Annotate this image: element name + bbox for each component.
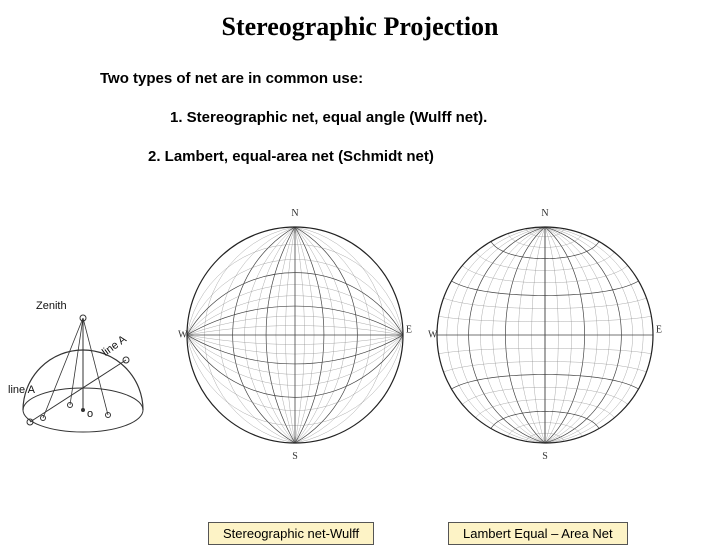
wulff-net: N S W E: [180, 210, 410, 460]
cardinal-w: W: [428, 330, 437, 341]
cardinal-e: E: [406, 325, 412, 336]
zenith-sketch: Zenith line A o line A: [8, 300, 158, 470]
list-item-2: 2. Lambert, equal-area net (Schmidt net): [148, 148, 720, 165]
caption-wulff: Stereographic net-Wulff: [208, 522, 374, 545]
cardinal-e: E: [656, 325, 662, 336]
cardinal-n: N: [291, 208, 298, 219]
center-o-label: o: [87, 408, 93, 420]
list-item-1: 1. Stereographic net, equal angle (Wulff…: [170, 109, 720, 126]
schmidt-net: N S W E: [430, 210, 660, 460]
zenith-label: Zenith: [36, 300, 67, 312]
cardinal-s: S: [292, 451, 298, 462]
cardinal-w: W: [178, 330, 187, 341]
intro-text: Two types of net are in common use:: [100, 70, 720, 87]
schmidt-net-svg: [430, 210, 660, 460]
line-a-label: line A: [8, 384, 35, 396]
wulff-net-svg: [180, 210, 410, 460]
cardinal-s: S: [542, 451, 548, 462]
caption-schmidt: Lambert Equal – Area Net: [448, 522, 628, 545]
page-title: Stereographic Projection: [0, 0, 720, 42]
cardinal-n: N: [541, 208, 548, 219]
